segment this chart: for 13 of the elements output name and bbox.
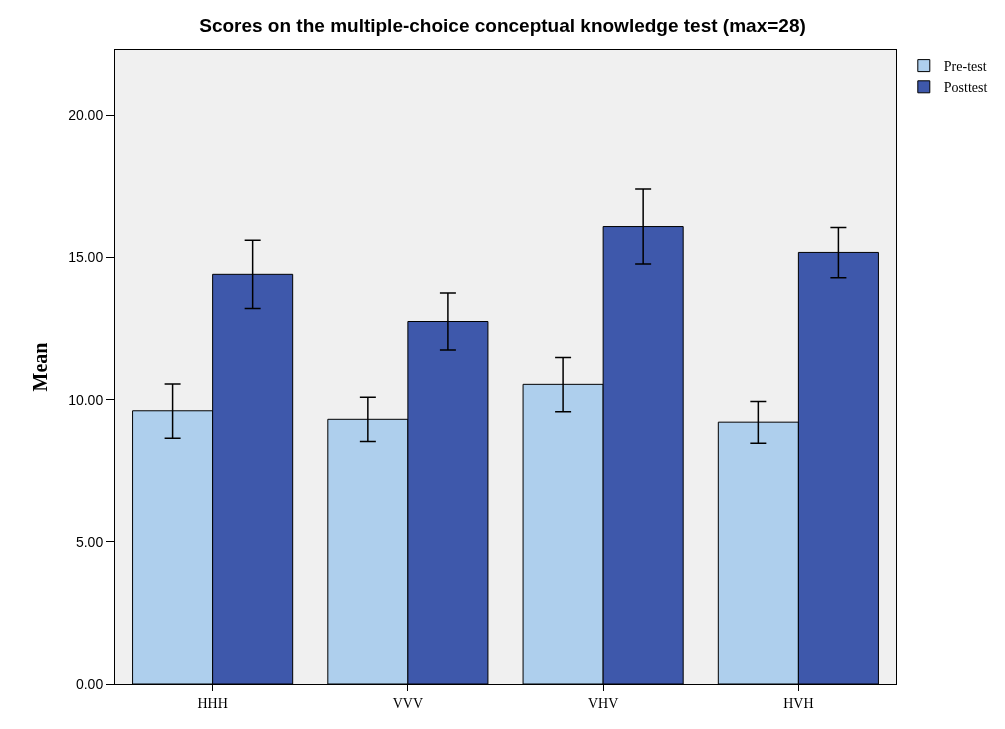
y-axis-title: Mean [28,342,51,392]
y-tick-label: 20.00 [68,107,104,124]
x-tick-label: VVV [392,695,424,711]
legend-label: Posttest [943,80,988,96]
chart-title: Scores on the multiple-choice conceptual knowledge test (max=28) [199,14,806,36]
legend-label: Pre-test [943,59,987,75]
x-tick-label: HVH [783,695,814,711]
x-tick-label: HHH [197,695,228,711]
y-tick-label: 10.00 [68,391,104,408]
y-tick-label: 15.00 [68,249,104,266]
x-tick-label: VHV [587,695,619,711]
y-tick-label: 0.00 [75,675,104,692]
y-tick-label: 5.00 [75,533,104,550]
